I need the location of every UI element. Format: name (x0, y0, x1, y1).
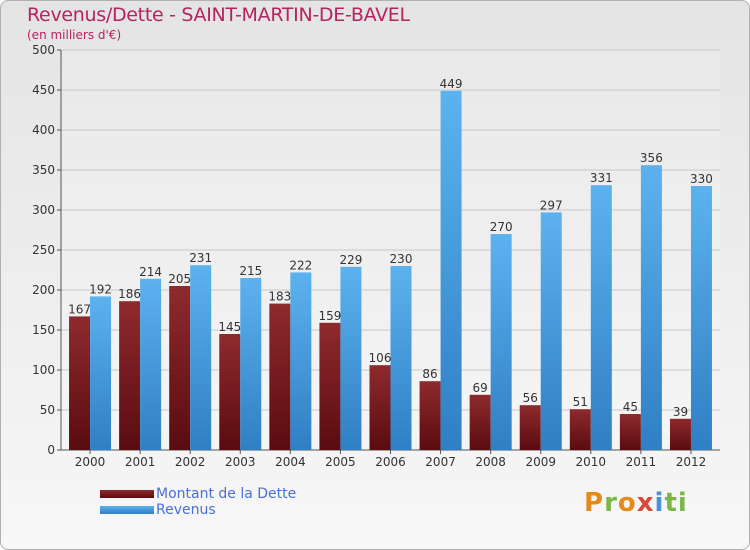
legend-swatch-revenus (100, 506, 154, 514)
data-labels: 167 192 186 214 205 231 145 215 183 222 159 229 106 2… (68, 77, 713, 419)
bar-dette (269, 303, 291, 450)
legend: Montant de la Dette Revenus (100, 486, 296, 518)
bar-revenus (240, 278, 262, 450)
y-tick-label: 300 (32, 203, 55, 217)
x-tick-label: 2004 (275, 455, 306, 469)
x-axis: 2000 2001 2002 2003 2004 2005 2006 2007 2008 2009… (75, 450, 706, 469)
bar-revenus (640, 165, 662, 450)
y-tick-label: 0 (47, 443, 55, 457)
y-tick-label: 400 (32, 123, 55, 137)
bar-dette (319, 322, 341, 450)
bar-revenus (490, 234, 512, 450)
y-tick-label: 350 (32, 163, 55, 177)
y-axis: 0 50 100 150 200 250 300 350 400 450 500 (32, 43, 720, 457)
data-label: 331 (590, 171, 613, 185)
data-label: 297 (540, 198, 563, 212)
x-tick-label: 2012 (676, 455, 707, 469)
legend-item-revenus: Revenus (100, 502, 296, 518)
legend-label-revenus: Revenus (156, 502, 216, 518)
data-label: 230 (390, 252, 413, 266)
x-tick-label: 2003 (225, 455, 256, 469)
bar-revenus (140, 278, 162, 450)
x-tick-label: 2010 (576, 455, 607, 469)
bar-dette (519, 405, 541, 450)
bar-revenus (390, 266, 412, 450)
data-label: 167 (68, 302, 91, 316)
bar-dette (119, 301, 141, 450)
data-label: 214 (139, 265, 162, 279)
x-tick-label: 2008 (475, 455, 506, 469)
data-label: 229 (339, 253, 362, 267)
bar-dette (669, 418, 691, 450)
bar-dette (469, 394, 491, 450)
y-tick-label: 100 (32, 363, 55, 377)
bar-dette (619, 414, 641, 450)
bar-revenus (540, 212, 562, 450)
x-tick-label: 2001 (125, 455, 156, 469)
bar-revenus (190, 265, 212, 450)
bar-dette (419, 381, 441, 450)
data-label: 39 (673, 405, 688, 419)
data-label: 330 (690, 172, 713, 186)
bar-revenus (440, 90, 462, 451)
bar-revenus (90, 296, 112, 450)
data-label: 145 (218, 320, 241, 334)
y-tick-label: 50 (40, 403, 55, 417)
bar-revenus (340, 266, 362, 450)
data-label: 86 (422, 367, 437, 381)
data-label: 205 (168, 272, 191, 286)
data-label: 270 (490, 220, 513, 234)
bar-dette (69, 316, 91, 450)
data-label: 69 (473, 381, 488, 395)
data-label: 356 (640, 151, 663, 165)
x-tick-label: 2000 (75, 455, 106, 469)
x-tick-label: 2006 (375, 455, 406, 469)
x-tick-label: 2011 (626, 455, 657, 469)
x-tick-label: 2007 (425, 455, 456, 469)
bars (69, 90, 712, 451)
bar-revenus (690, 186, 712, 450)
data-label: 449 (440, 77, 463, 91)
proxiti-logo: Proxiti (584, 488, 688, 518)
data-label: 56 (523, 391, 538, 405)
legend-label-dette: Montant de la Dette (156, 486, 297, 502)
x-tick-label: 2002 (175, 455, 206, 469)
data-label: 192 (89, 282, 112, 296)
legend-swatch-dette (100, 490, 154, 498)
chart-subtitle: (en milliers d'€) (27, 28, 122, 42)
y-tick-label: 200 (32, 283, 55, 297)
bar-dette (219, 334, 241, 450)
bar-revenus (290, 272, 312, 450)
bar-dette (569, 409, 591, 450)
bar-revenus (590, 185, 612, 450)
chart-title: Revenus/Dette - SAINT-MARTIN-DE-BAVEL (27, 4, 410, 26)
bar-dette (169, 286, 191, 450)
x-tick-label: 2009 (525, 455, 556, 469)
data-label: 186 (118, 287, 141, 301)
data-label: 215 (239, 264, 262, 278)
data-label: 159 (318, 309, 341, 323)
y-tick-label: 250 (32, 243, 55, 257)
data-label: 183 (268, 290, 291, 304)
bar-dette (369, 365, 391, 450)
y-tick-label: 500 (32, 43, 55, 57)
y-tick-label: 450 (32, 83, 55, 97)
x-tick-label: 2005 (325, 455, 356, 469)
data-label: 51 (573, 395, 588, 409)
legend-item-dette: Montant de la Dette (100, 486, 296, 502)
y-tick-label: 150 (32, 323, 55, 337)
data-label: 106 (369, 351, 392, 365)
data-label: 45 (623, 400, 638, 414)
data-label: 222 (289, 258, 312, 272)
data-label: 231 (189, 251, 212, 265)
